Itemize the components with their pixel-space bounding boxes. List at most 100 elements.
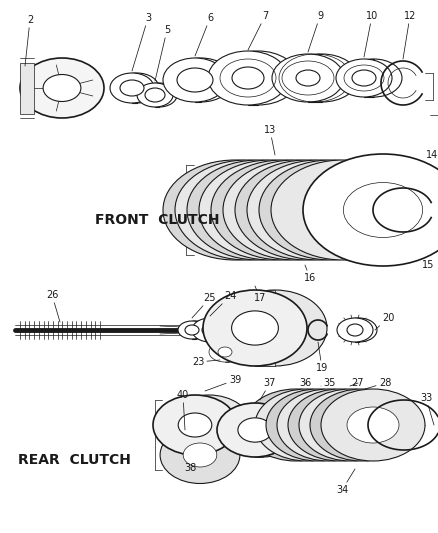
Ellipse shape xyxy=(259,160,403,260)
Text: 23: 23 xyxy=(192,357,220,367)
Ellipse shape xyxy=(279,182,359,238)
Text: 12: 12 xyxy=(403,11,416,59)
Ellipse shape xyxy=(223,160,367,260)
Ellipse shape xyxy=(242,67,274,89)
Text: 24: 24 xyxy=(210,291,236,316)
Ellipse shape xyxy=(244,389,348,461)
Ellipse shape xyxy=(209,342,241,362)
Text: 26: 26 xyxy=(46,290,60,322)
Text: 35: 35 xyxy=(321,378,336,388)
Ellipse shape xyxy=(303,154,438,266)
Text: 16: 16 xyxy=(304,265,316,283)
Ellipse shape xyxy=(286,54,358,102)
Ellipse shape xyxy=(255,182,335,238)
Text: 34: 34 xyxy=(336,469,355,495)
Ellipse shape xyxy=(182,321,210,339)
Ellipse shape xyxy=(244,182,323,238)
Text: 25: 25 xyxy=(192,293,216,318)
Ellipse shape xyxy=(175,160,319,260)
Ellipse shape xyxy=(277,389,381,461)
Text: 19: 19 xyxy=(316,342,328,373)
Ellipse shape xyxy=(218,347,232,357)
Bar xyxy=(255,290,275,366)
Ellipse shape xyxy=(183,443,217,467)
Ellipse shape xyxy=(195,182,275,238)
Ellipse shape xyxy=(160,426,240,483)
Ellipse shape xyxy=(271,160,415,260)
Ellipse shape xyxy=(325,407,377,443)
Text: 27: 27 xyxy=(350,378,364,388)
Ellipse shape xyxy=(352,70,376,86)
Ellipse shape xyxy=(222,347,236,357)
Ellipse shape xyxy=(292,407,344,443)
Ellipse shape xyxy=(217,403,293,457)
Ellipse shape xyxy=(268,182,346,238)
Ellipse shape xyxy=(288,389,392,461)
Ellipse shape xyxy=(208,51,288,105)
Ellipse shape xyxy=(347,324,363,336)
Ellipse shape xyxy=(153,395,237,455)
Ellipse shape xyxy=(346,59,402,97)
Ellipse shape xyxy=(310,389,414,461)
Ellipse shape xyxy=(232,67,264,89)
Ellipse shape xyxy=(336,59,392,97)
Ellipse shape xyxy=(266,389,370,461)
Ellipse shape xyxy=(163,160,307,260)
Ellipse shape xyxy=(137,83,173,107)
Ellipse shape xyxy=(218,51,298,105)
Text: 39: 39 xyxy=(205,375,241,391)
Ellipse shape xyxy=(310,70,334,86)
Ellipse shape xyxy=(336,407,388,443)
Ellipse shape xyxy=(223,290,327,366)
Ellipse shape xyxy=(20,58,104,118)
Ellipse shape xyxy=(149,88,169,102)
Ellipse shape xyxy=(145,88,165,102)
Ellipse shape xyxy=(247,160,391,260)
Ellipse shape xyxy=(291,182,371,238)
Ellipse shape xyxy=(321,389,425,461)
Ellipse shape xyxy=(192,318,228,342)
Ellipse shape xyxy=(225,403,301,457)
Ellipse shape xyxy=(178,321,206,339)
Ellipse shape xyxy=(314,407,366,443)
Ellipse shape xyxy=(341,318,377,342)
Text: 40: 40 xyxy=(177,390,189,430)
Ellipse shape xyxy=(281,407,333,443)
Bar xyxy=(20,62,34,114)
Ellipse shape xyxy=(199,160,343,260)
Ellipse shape xyxy=(163,58,227,102)
Ellipse shape xyxy=(110,73,154,103)
Ellipse shape xyxy=(203,290,307,366)
Text: 36: 36 xyxy=(299,378,311,388)
Ellipse shape xyxy=(304,182,383,238)
Ellipse shape xyxy=(189,325,203,335)
Text: 37: 37 xyxy=(260,378,276,400)
Ellipse shape xyxy=(255,389,359,461)
Ellipse shape xyxy=(296,70,320,86)
Text: 5: 5 xyxy=(155,25,170,81)
Ellipse shape xyxy=(211,160,355,260)
Ellipse shape xyxy=(120,80,144,96)
Text: 38: 38 xyxy=(184,463,196,473)
Text: 14: 14 xyxy=(426,150,438,160)
Text: 33: 33 xyxy=(420,393,434,425)
Ellipse shape xyxy=(213,342,245,362)
Ellipse shape xyxy=(141,83,177,107)
Ellipse shape xyxy=(270,407,322,443)
Ellipse shape xyxy=(183,68,219,92)
Text: FRONT  CLUTCH: FRONT CLUTCH xyxy=(95,213,219,227)
Ellipse shape xyxy=(362,70,386,86)
Text: 28: 28 xyxy=(365,378,391,389)
Ellipse shape xyxy=(238,418,272,442)
Ellipse shape xyxy=(167,395,251,455)
Ellipse shape xyxy=(235,160,379,260)
Text: 6: 6 xyxy=(195,13,213,56)
Ellipse shape xyxy=(232,311,279,345)
Text: 7: 7 xyxy=(248,11,268,50)
Text: 9: 9 xyxy=(308,11,323,52)
Ellipse shape xyxy=(219,182,299,238)
Ellipse shape xyxy=(351,324,367,336)
Ellipse shape xyxy=(347,407,399,443)
Ellipse shape xyxy=(207,324,223,336)
Ellipse shape xyxy=(202,324,218,336)
